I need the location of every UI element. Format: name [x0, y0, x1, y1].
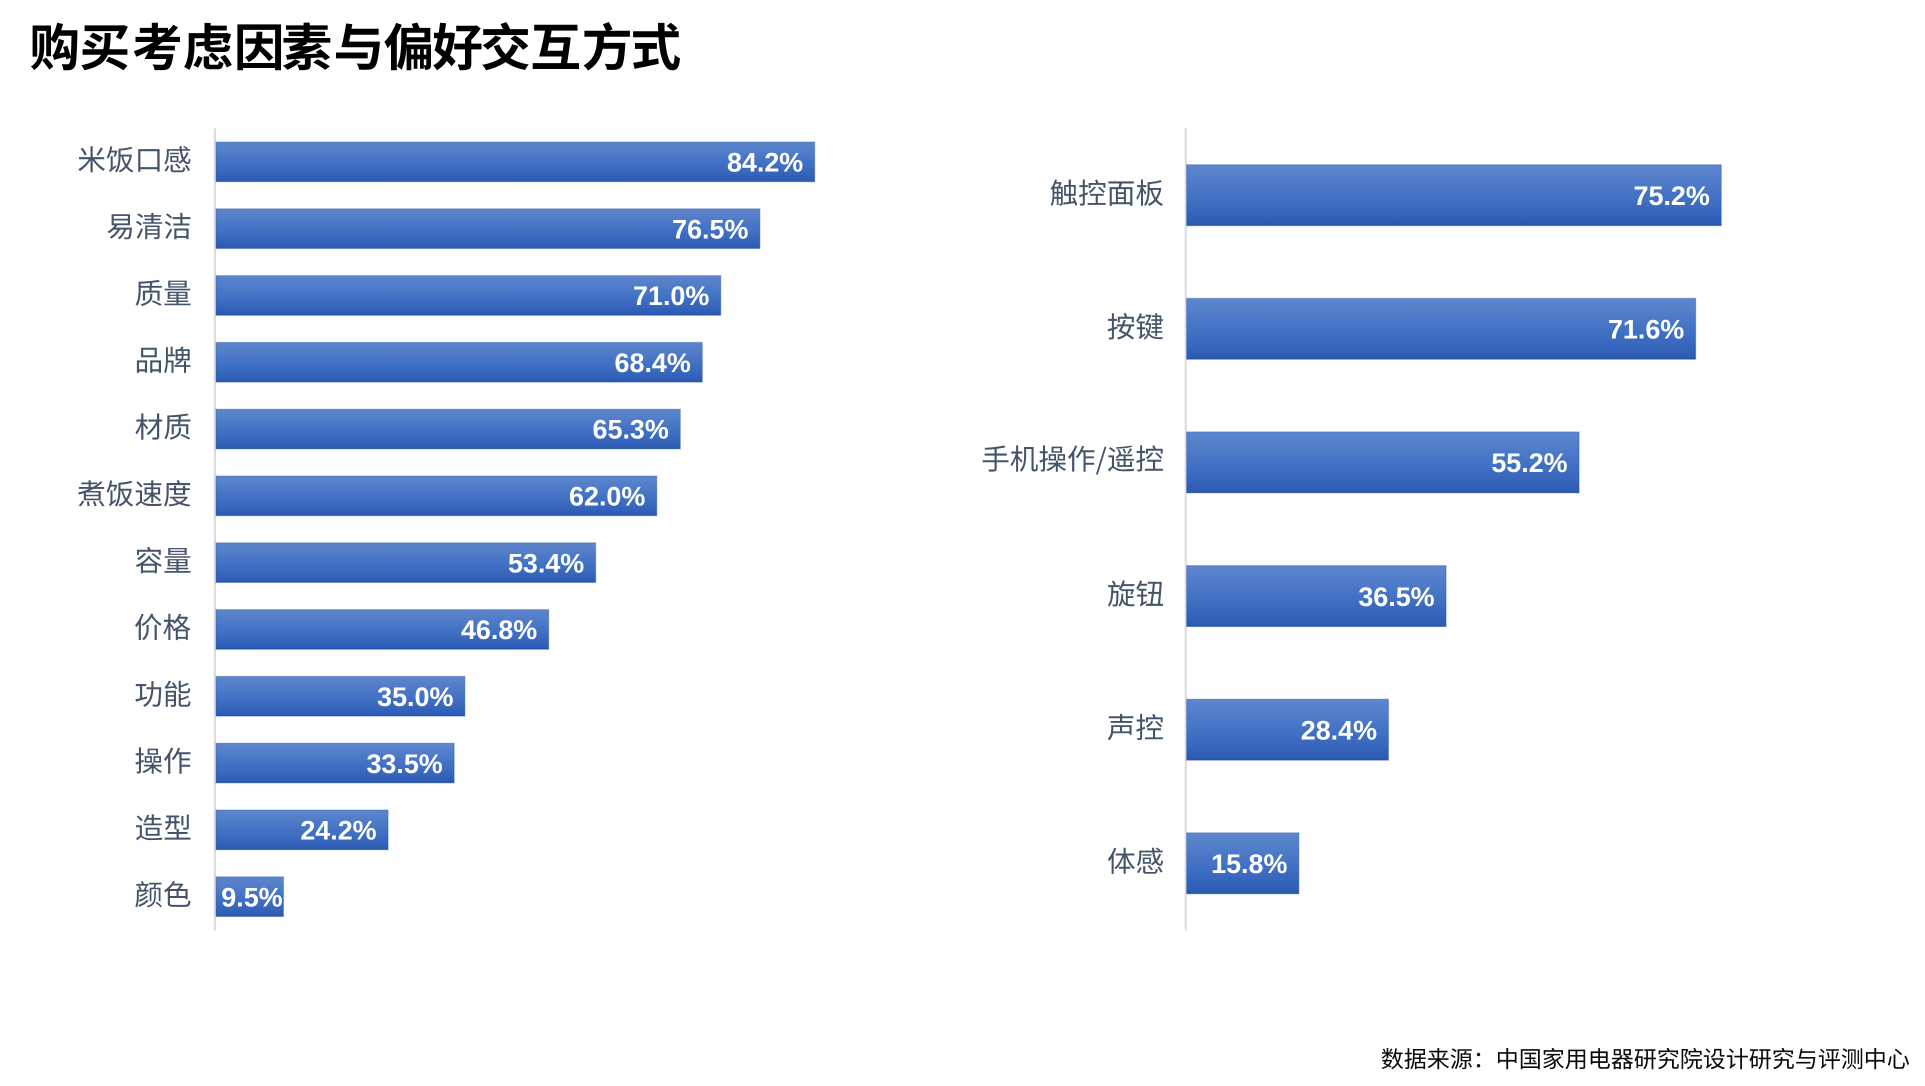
svg-text:68.4%: 68.4% — [615, 348, 691, 378]
svg-text:53.4%: 53.4% — [508, 548, 584, 578]
svg-text:35.0%: 35.0% — [377, 682, 453, 712]
svg-text:71.6%: 71.6% — [1608, 315, 1684, 345]
svg-text:76.5%: 76.5% — [672, 214, 748, 244]
svg-text:55.2%: 55.2% — [1491, 448, 1567, 478]
svg-text:65.3%: 65.3% — [593, 415, 669, 445]
svg-text:9.5%: 9.5% — [221, 882, 282, 912]
svg-text:62.0%: 62.0% — [569, 482, 645, 512]
svg-text:15.8%: 15.8% — [1211, 849, 1287, 879]
svg-text:46.8%: 46.8% — [461, 615, 537, 645]
svg-text:33.5%: 33.5% — [366, 749, 442, 779]
svg-text:75.2%: 75.2% — [1634, 181, 1710, 211]
svg-text:28.4%: 28.4% — [1301, 715, 1377, 745]
svg-text:71.0%: 71.0% — [633, 281, 709, 311]
svg-text:24.2%: 24.2% — [300, 816, 376, 846]
svg-text:84.2%: 84.2% — [727, 148, 803, 178]
svg-text:36.5%: 36.5% — [1358, 582, 1434, 612]
